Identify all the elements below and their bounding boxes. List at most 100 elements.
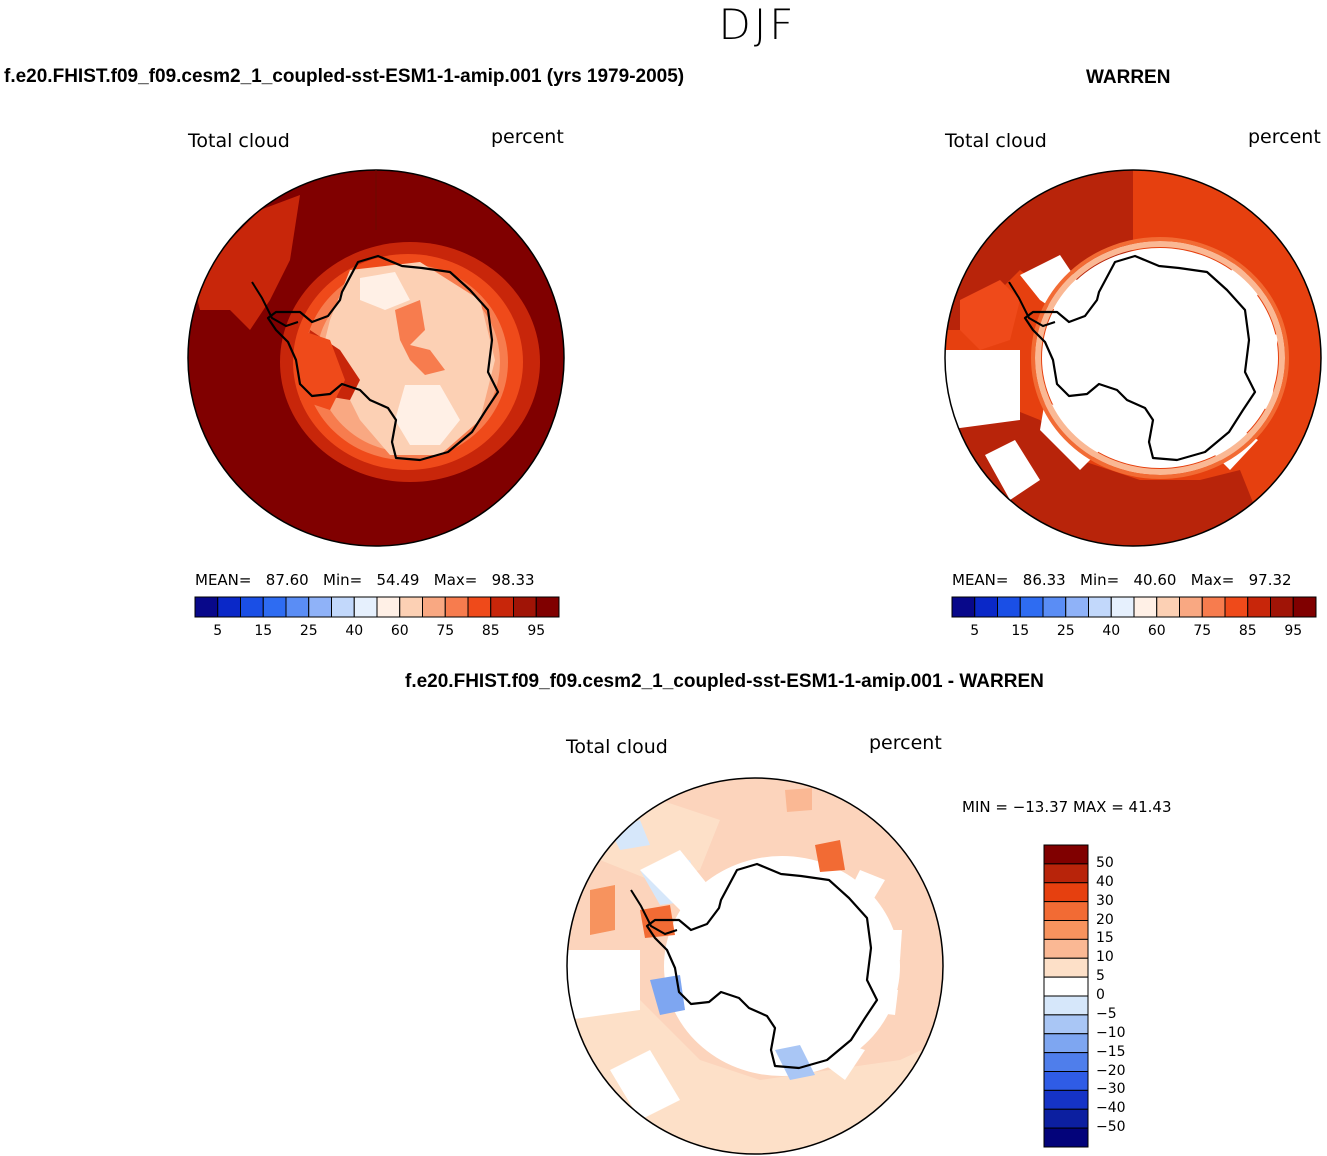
obs-colorbar-cell bbox=[1042, 596, 1067, 618]
diff-panel-title: f.e20.FHIST.f09_f09.cesm2_1_coupled-sst-… bbox=[405, 671, 1044, 692]
model-colorbar-cell bbox=[399, 596, 423, 618]
obs-colorbar-cell bbox=[1088, 596, 1112, 618]
diff-colorbar-label: −20 bbox=[1096, 1062, 1126, 1079]
diff-colorbar-label: −15 bbox=[1096, 1043, 1126, 1060]
diff-colorbar-label: 15 bbox=[1096, 930, 1114, 947]
obs-stats-text: MEAN= 86.33 Min= 40.60 Max= 97.32 bbox=[952, 571, 1292, 589]
model-colorbar-cell bbox=[376, 596, 401, 618]
diff-colorbar-cell bbox=[1043, 1052, 1089, 1072]
obs-field bbox=[945, 170, 1321, 546]
model-colorbar-cell bbox=[217, 596, 241, 618]
diff-colorbar-cell bbox=[1043, 901, 1089, 921]
obs-colorbar-cell bbox=[1156, 596, 1180, 618]
diff-min-max-text: MIN = −13.37 MAX = 41.43 bbox=[962, 798, 1172, 816]
obs-colorbar bbox=[951, 596, 1317, 618]
diff-colorbar-cell bbox=[1043, 882, 1089, 903]
obs-panel-title: WARREN bbox=[1086, 67, 1171, 88]
diff-colorbar-cell bbox=[1043, 1108, 1089, 1129]
diff-colorbar-label: −40 bbox=[1096, 1100, 1126, 1117]
diff-colorbar-cell bbox=[1043, 957, 1089, 978]
diff-colorbar-cell bbox=[1043, 863, 1089, 884]
diff-colorbar-cell bbox=[1043, 938, 1089, 959]
obs-colorbar-tick-label: 95 bbox=[1284, 623, 1303, 639]
obs-colorbar-cell bbox=[1292, 596, 1317, 618]
obs-colorbar-cell bbox=[1201, 596, 1226, 618]
model-colorbar-cell bbox=[444, 596, 469, 618]
model-panel-title: f.e20.FHIST.f09_f09.cesm2_1_coupled-sst-… bbox=[4, 66, 685, 87]
obs-colorbar-cell bbox=[1247, 596, 1271, 618]
diff-colorbar-label: 0 bbox=[1096, 987, 1105, 1003]
obs-colorbar-cell bbox=[1110, 596, 1135, 618]
diff-colorbar-label: −30 bbox=[1096, 1081, 1126, 1098]
obs-colorbar-tick-label: 25 bbox=[1056, 623, 1075, 639]
obs-colorbar-tick-label: 60 bbox=[1147, 623, 1166, 639]
model-field bbox=[188, 170, 564, 546]
model-colorbar-cell bbox=[308, 596, 332, 618]
diff-colorbar-label: −10 bbox=[1096, 1024, 1126, 1041]
diff-colorbar-label: 40 bbox=[1096, 873, 1114, 890]
model-colorbar-tick-label: 60 bbox=[390, 623, 409, 639]
diff-colorbar-cell bbox=[1043, 920, 1089, 940]
diff-colorbar-label: 20 bbox=[1096, 911, 1114, 928]
diff-colorbar-label: 30 bbox=[1096, 892, 1114, 909]
diff-colorbar-cell bbox=[1043, 976, 1089, 997]
obs-colorbar-ticks: 5 15 25 40 60 75 85 95 bbox=[952, 621, 1316, 641]
diff-colorbar bbox=[1043, 844, 1089, 1148]
obs-colorbar-cell bbox=[1133, 596, 1158, 618]
model-colorbar-tick-label: 75 bbox=[436, 623, 455, 639]
model-colorbar-cell bbox=[353, 596, 378, 618]
model-variable-label: Total cloud bbox=[188, 130, 290, 152]
model-colorbar-cell bbox=[194, 596, 219, 618]
diff-colorbar-label: 50 bbox=[1096, 854, 1114, 871]
obs-colorbar-cell bbox=[997, 596, 1021, 618]
model-colorbar-cell bbox=[240, 596, 264, 618]
obs-colorbar-tick-label: 40 bbox=[1102, 623, 1121, 639]
diff-colorbar-cell bbox=[1043, 1071, 1089, 1091]
diff-colorbar-cell bbox=[1043, 844, 1089, 865]
diff-colorbar-cell bbox=[1043, 995, 1089, 1016]
obs-variable-label: Total cloud bbox=[945, 130, 1047, 152]
model-colorbar-cell bbox=[331, 596, 355, 618]
obs-units-label: percent bbox=[1248, 126, 1321, 148]
diff-colorbar-labels: 50 40 30 20 15 10 5 0 −5 −10 −15 −20 −30 −40 −50 bbox=[1096, 845, 1156, 1147]
diff-colorbar-cell bbox=[1043, 1033, 1089, 1054]
obs-colorbar-cell bbox=[1065, 596, 1089, 618]
obs-colorbar-tick-label: 85 bbox=[1238, 623, 1257, 639]
model-colorbar-tick-label: 5 bbox=[213, 623, 223, 639]
diff-variable-label: Total cloud bbox=[566, 736, 668, 758]
model-units-label: percent bbox=[491, 126, 564, 148]
model-colorbar-cell bbox=[285, 596, 310, 618]
diff-colorbar-cell bbox=[1043, 1127, 1089, 1148]
model-colorbar-cell bbox=[467, 596, 492, 618]
model-stats-text: MEAN= 87.60 Min= 54.49 Max= 98.33 bbox=[195, 571, 535, 589]
figure-title: DJF bbox=[718, 0, 797, 49]
model-colorbar bbox=[194, 596, 560, 618]
obs-colorbar-tick-label: 5 bbox=[970, 623, 980, 639]
obs-colorbar-tick-label: 15 bbox=[1011, 623, 1030, 639]
model-colorbar-tick-label: 25 bbox=[299, 623, 318, 639]
model-colorbar-ticks: 5 15 25 40 60 75 85 95 bbox=[195, 621, 559, 641]
model-colorbar-cell bbox=[513, 596, 537, 618]
obs-colorbar-cell bbox=[1224, 596, 1249, 618]
diff-colorbar-cell bbox=[1043, 1014, 1089, 1035]
model-colorbar-tick-label: 95 bbox=[527, 623, 546, 639]
model-colorbar-tick-label: 85 bbox=[481, 623, 500, 639]
obs-colorbar-tick-label: 75 bbox=[1193, 623, 1212, 639]
diff-colorbar-label: 5 bbox=[1096, 968, 1105, 985]
obs-colorbar-cell bbox=[951, 596, 976, 618]
diff-colorbar-label: 10 bbox=[1096, 949, 1114, 966]
obs-colorbar-cell bbox=[1270, 596, 1294, 618]
obs-colorbar-cell bbox=[1019, 596, 1044, 618]
obs-colorbar-cell bbox=[974, 596, 998, 618]
diff-units-label: percent bbox=[869, 732, 942, 754]
model-colorbar-tick-label: 15 bbox=[254, 623, 273, 639]
model-colorbar-cell bbox=[262, 596, 287, 618]
model-colorbar-cell bbox=[535, 596, 560, 618]
model-colorbar-cell bbox=[490, 596, 514, 618]
diff-colorbar-label: −5 bbox=[1096, 1005, 1117, 1022]
diff-field bbox=[567, 778, 943, 1154]
obs-colorbar-cell bbox=[1179, 596, 1203, 618]
model-colorbar-cell bbox=[422, 596, 446, 618]
diff-colorbar-cell bbox=[1043, 1089, 1089, 1110]
model-colorbar-tick-label: 40 bbox=[345, 623, 364, 639]
